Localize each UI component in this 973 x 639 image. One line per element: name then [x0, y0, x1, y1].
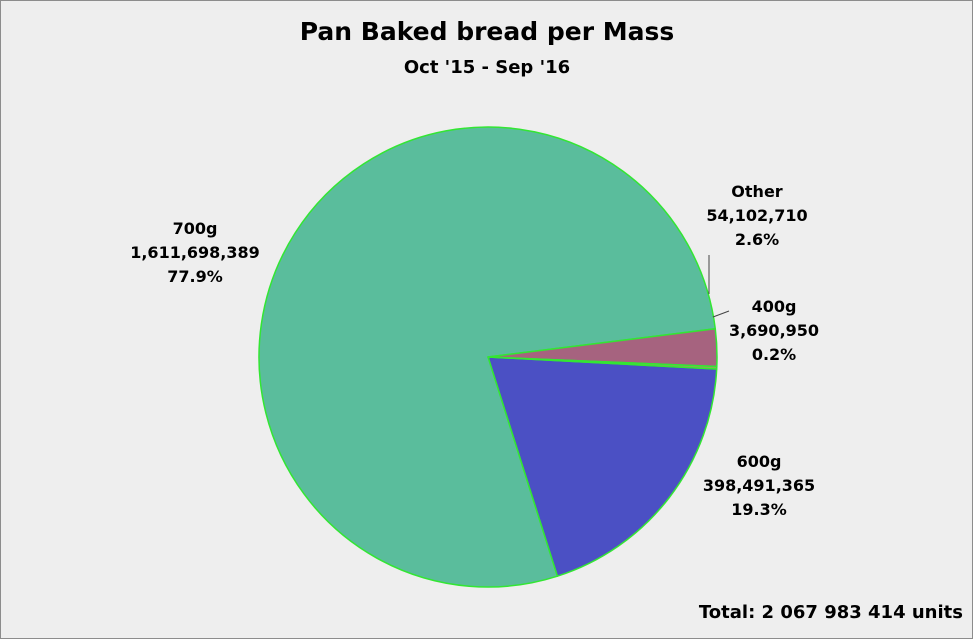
slice-percent: 77.9%: [167, 267, 223, 286]
slice-value: 3,690,950: [729, 321, 819, 340]
leader-lines: [708, 255, 730, 318]
slice-value: 54,102,710: [706, 206, 807, 225]
slice-name: 700g: [173, 219, 218, 238]
chart-subtitle: Oct '15 - Sep '16: [404, 57, 570, 78]
total-label: Total: 2 067 983 414 units: [699, 602, 963, 623]
slice-label-400g: 400g 3,690,950 0.2%: [729, 297, 819, 364]
slice-label-700g: 700g 1,611,698,389 77.9%: [130, 219, 260, 286]
pie-slice-700g: [258, 126, 717, 588]
slice-value: 1,611,698,389: [130, 243, 260, 262]
pie-slices: [258, 126, 718, 588]
chart-title: Pan Baked bread per Mass: [300, 17, 675, 46]
slice-label-other: Other 54,102,710 2.6%: [706, 182, 807, 249]
slice-name: 600g: [737, 452, 782, 471]
leader-line-400g: [712, 310, 730, 318]
slice-value: 398,491,365: [703, 476, 815, 495]
slice-percent: 19.3%: [731, 500, 787, 519]
slice-label-600g: 600g 398,491,365 19.3%: [703, 452, 815, 519]
slice-name: 400g: [752, 297, 797, 316]
slice-labels: 600g 398,491,365 19.3% 700g 1,611,698,389 77.…: [130, 182, 819, 519]
slice-percent: 2.6%: [735, 230, 779, 249]
pie-slice-600g: [487, 356, 718, 577]
slice-percent: 0.2%: [752, 345, 796, 364]
slice-name: Other: [731, 182, 782, 201]
pie-slice-400g: [487, 356, 718, 370]
